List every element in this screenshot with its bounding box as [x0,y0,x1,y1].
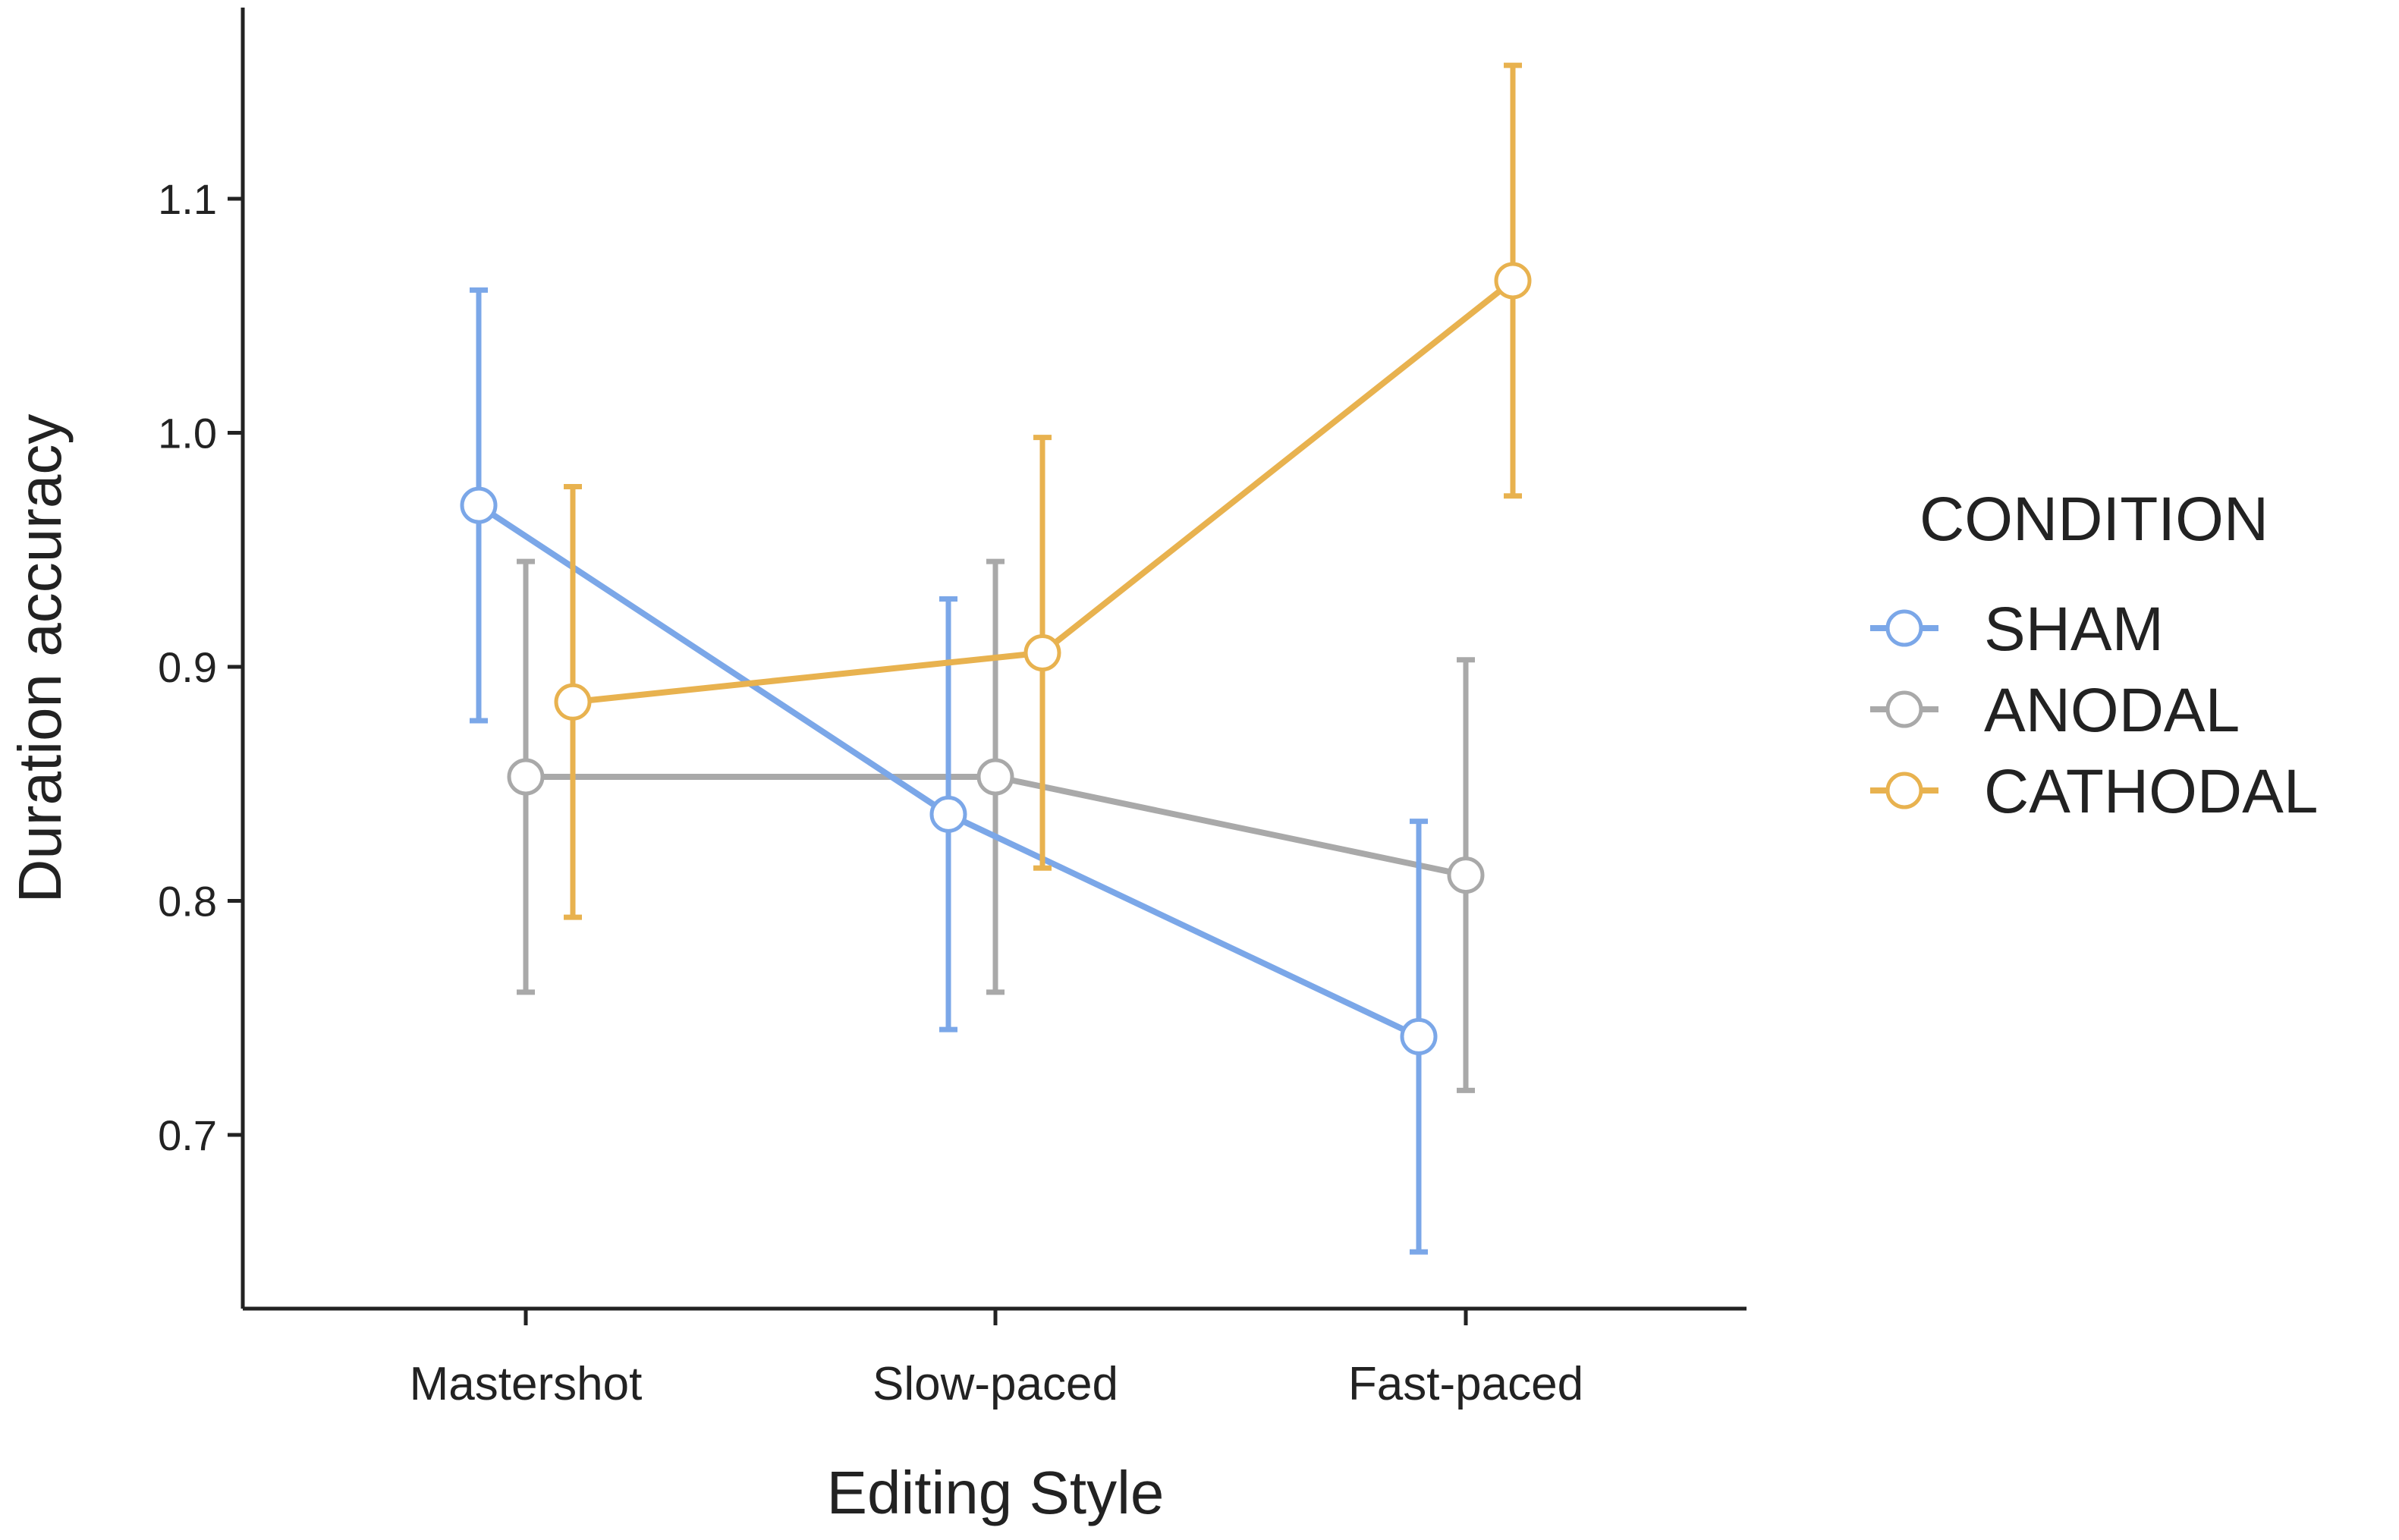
legend-items: SHAM ANODAL CATHODAL [1870,595,2318,826]
x-tick-label: Mastershot [410,1358,643,1410]
data-point [976,758,1014,796]
y-tick-label: 0.7 [158,1111,217,1159]
data-point [1400,1017,1438,1055]
data-point [1494,262,1532,300]
y-tick-label: 0.9 [158,643,217,691]
y-tick-label: 0.8 [158,878,217,926]
series-sham [460,287,1438,1255]
legend-item-sham: SHAM [1870,595,2164,664]
x-axis-title: Editing Style [827,1459,1165,1526]
data-point [929,795,967,833]
data-point [1447,856,1485,894]
x-tick-label: Fast-paced [1348,1358,1583,1410]
data-point [460,486,498,524]
y-tick-label: 1.1 [158,175,217,223]
legend-key-point [1885,609,1923,647]
data-point [1023,633,1061,671]
x-ticks: Mastershot Slow-paced Fast-paced [410,1309,1583,1410]
data-point [554,683,592,721]
data-point [507,758,545,796]
legend-title: CONDITION [1920,485,2269,554]
legend-item-anodal: ANODAL [1870,676,2240,745]
series-cathodal [554,62,1532,920]
legend-key-point [1885,690,1923,728]
x-tick-label: Slow-paced [873,1358,1118,1410]
plot-area [460,62,1532,1255]
axes: 0.7 0.8 0.9 1.0 1.1 Mastershot Slow-paced Fast… [158,8,1747,1410]
legend-key-point [1885,772,1923,809]
legend-item-cathodal: CATHODAL [1870,757,2318,826]
y-axis-title: Duration accuracy [6,414,74,904]
legend-label: CATHODAL [1984,757,2318,826]
legend: CONDITION SHAM ANODAL CATHODAL [1870,485,2318,826]
y-tick-label: 1.0 [158,410,217,457]
series-anodal [507,558,1485,1093]
y-ticks: 0.7 0.8 0.9 1.0 1.1 [158,175,243,1159]
legend-label: SHAM [1984,595,2164,664]
legend-label: ANODAL [1984,676,2240,745]
